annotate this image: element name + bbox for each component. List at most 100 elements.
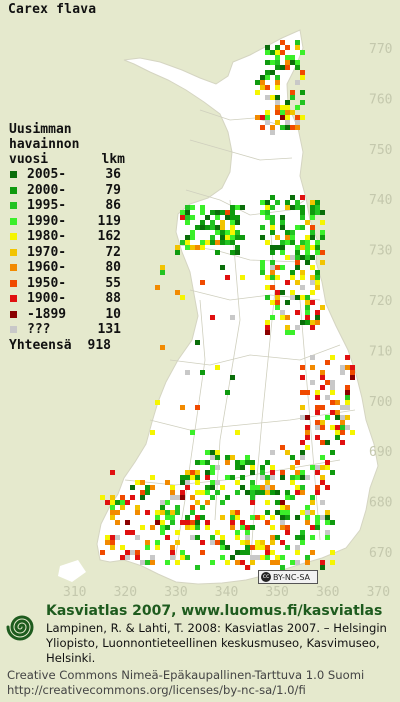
observation-cell <box>300 285 305 290</box>
observation-cell <box>270 245 275 250</box>
observation-cell <box>295 260 300 265</box>
observation-cell <box>185 470 190 475</box>
observation-cell <box>270 215 275 220</box>
observation-cell <box>230 510 235 515</box>
observation-cell <box>200 225 205 230</box>
observation-cell <box>175 495 180 500</box>
observation-cell <box>215 465 220 470</box>
observation-cell <box>345 390 350 395</box>
observation-cell <box>170 550 175 555</box>
observation-cell <box>305 245 310 250</box>
observation-cell <box>265 75 270 80</box>
east-grid-label: 330 <box>164 585 187 600</box>
observation-cell <box>275 235 280 240</box>
observation-cell <box>150 525 155 530</box>
observation-cell <box>270 515 275 520</box>
observation-cell <box>260 555 265 560</box>
observation-cell <box>260 475 265 480</box>
observation-cell <box>215 215 220 220</box>
license-url[interactable]: http://creativecommons.org/licenses/by-n… <box>7 683 306 697</box>
observation-cell <box>345 415 350 420</box>
observation-cell <box>340 420 345 425</box>
observation-cell <box>265 320 270 325</box>
observation-cell <box>220 545 225 550</box>
observation-cell <box>275 265 280 270</box>
observation-cell <box>175 560 180 565</box>
observation-cell <box>295 265 300 270</box>
observation-cell <box>315 310 320 315</box>
observation-cell <box>195 225 200 230</box>
observation-cell <box>265 70 270 75</box>
observation-cell <box>315 315 320 320</box>
observation-cell <box>285 545 290 550</box>
observation-cell <box>300 485 305 490</box>
observation-cell <box>235 510 240 515</box>
observation-cell <box>275 560 280 565</box>
observation-cell <box>315 200 320 205</box>
observation-cell <box>100 495 105 500</box>
observation-cell <box>190 525 195 530</box>
region-border <box>149 409 356 431</box>
observation-cell <box>285 490 290 495</box>
observation-cell <box>265 240 270 245</box>
observation-cell <box>290 270 295 275</box>
observation-cell <box>315 525 320 530</box>
observation-cell <box>280 215 285 220</box>
observation-cell <box>265 205 270 210</box>
observation-cell <box>320 515 325 520</box>
observation-cell <box>305 390 310 395</box>
observation-cell <box>330 410 335 415</box>
observation-cell <box>310 200 315 205</box>
observation-cell <box>305 240 310 245</box>
observation-cell <box>295 120 300 125</box>
observation-cell <box>160 345 165 350</box>
observation-cell <box>265 60 270 65</box>
observation-cell <box>195 245 200 250</box>
observation-cell <box>285 55 290 60</box>
observation-cell <box>310 465 315 470</box>
observation-cell <box>190 430 195 435</box>
observation-cell <box>190 235 195 240</box>
observation-cell <box>265 520 270 525</box>
legend-class-label: 1980- <box>27 229 67 244</box>
observation-cell <box>185 525 190 530</box>
observation-cell <box>305 255 310 260</box>
observation-cell <box>335 400 340 405</box>
observation-cell <box>320 375 325 380</box>
observation-cell <box>305 515 310 520</box>
observation-cell <box>325 380 330 385</box>
observation-cell <box>180 550 185 555</box>
observation-cell <box>230 210 235 215</box>
observation-cell <box>310 245 315 250</box>
observation-cell <box>155 520 160 525</box>
observation-cell <box>295 460 300 465</box>
legend-row: 1970- 72 <box>9 245 149 261</box>
observation-cell <box>275 80 280 85</box>
observation-cell <box>320 260 325 265</box>
observation-cell <box>195 535 200 540</box>
observation-cell <box>300 210 305 215</box>
legend-row: -1899 10 <box>9 307 149 323</box>
observation-cell <box>330 380 335 385</box>
cc-license-badge[interactable]: cc BY-NC-SA <box>258 570 318 584</box>
atlas-title-link[interactable]: Kasviatlas 2007, www.luomus.fi/kasviatla… <box>46 603 383 619</box>
observation-cells <box>100 40 355 570</box>
observation-cell <box>175 510 180 515</box>
observation-cell <box>280 505 285 510</box>
observation-cell <box>325 360 330 365</box>
observation-cell <box>275 60 280 65</box>
north-grid-label: 670 <box>369 546 392 561</box>
observation-cell <box>300 70 305 75</box>
observation-cell <box>250 480 255 485</box>
observation-cell <box>305 250 310 255</box>
observation-cell <box>330 355 335 360</box>
observation-cell <box>215 250 220 255</box>
legend-column-headers: vuosi lkm <box>9 152 125 167</box>
observation-cell <box>250 525 255 530</box>
observation-cell <box>220 220 225 225</box>
observation-cell <box>270 220 275 225</box>
observation-cell <box>200 550 205 555</box>
observation-cell <box>230 205 235 210</box>
observation-cell <box>230 230 235 235</box>
observation-cell <box>195 525 200 530</box>
